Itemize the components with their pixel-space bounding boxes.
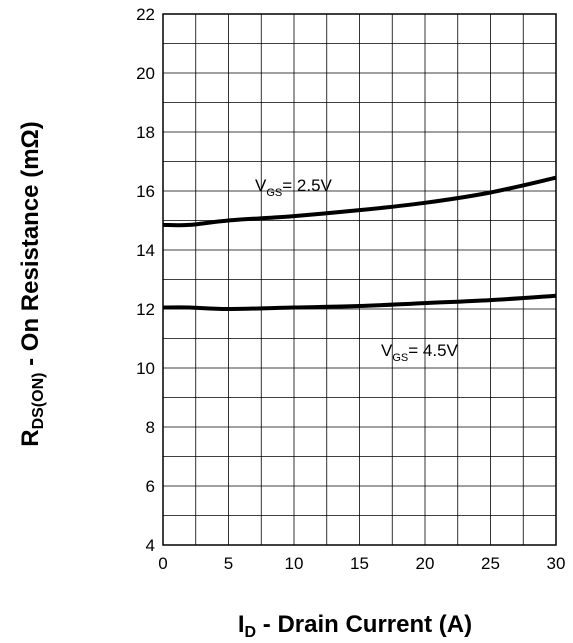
x-tick-label: 0 <box>158 554 167 573</box>
y-tick-label: 6 <box>146 477 155 496</box>
y-tick-label: 8 <box>146 418 155 437</box>
x-tick-label: 10 <box>285 554 304 573</box>
y-tick-label: 16 <box>136 182 155 201</box>
y-tick-label: 18 <box>136 123 155 142</box>
series-layer <box>162 175 557 312</box>
x-tick-label: 20 <box>416 554 435 573</box>
x-tick-label: 15 <box>350 554 369 573</box>
y-tick-label: 4 <box>146 536 155 555</box>
y-axis-title: RDS(ON) - On Resistance (mΩ) <box>17 121 47 447</box>
x-tick-label: 25 <box>481 554 500 573</box>
x-tick-labels: 0 5 10 15 20 25 30 <box>158 554 565 573</box>
grid <box>163 14 556 545</box>
x-axis-title: ID - Drain Current (A) <box>238 611 472 641</box>
y-tick-label: 14 <box>136 241 155 260</box>
y-tick-label: 10 <box>136 359 155 378</box>
x-tick-label: 30 <box>547 554 566 573</box>
series-line-vgs-4-5v <box>162 293 557 312</box>
x-tick-label: 5 <box>224 554 233 573</box>
y-tick-label: 20 <box>136 64 155 83</box>
plot-frame <box>162 13 557 546</box>
y-tick-labels: 4 6 8 10 12 14 16 18 20 22 <box>136 5 155 555</box>
series-label-vgs-4-5v: VGS= 4.5V <box>381 341 459 364</box>
y-tick-label: 12 <box>136 300 155 319</box>
series-line-vgs-2-5v <box>162 175 557 228</box>
series-label-vgs-2-5v: VGS= 2.5V <box>255 176 333 199</box>
y-tick-label: 22 <box>136 5 155 24</box>
